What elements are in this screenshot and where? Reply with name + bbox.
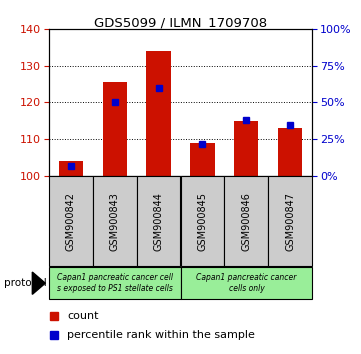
Bar [190,143,214,176]
Text: Capan1 pancreatic cancer
cells only: Capan1 pancreatic cancer cells only [196,274,297,293]
Text: GSM900843: GSM900843 [110,192,119,251]
Bar [268,176,312,266]
Text: GSM900845: GSM900845 [197,192,208,251]
Polygon shape [32,272,45,295]
Text: GSM900846: GSM900846 [242,192,251,251]
Bar [93,176,136,266]
Text: GSM900842: GSM900842 [66,192,76,251]
Text: percentile rank within the sample: percentile rank within the sample [67,330,255,340]
Bar [147,51,171,176]
Bar [180,176,225,266]
Bar [49,176,93,266]
Bar [225,176,268,266]
Bar [58,161,83,176]
Bar [180,267,312,299]
Text: protocol: protocol [4,278,46,288]
Text: count: count [67,311,99,321]
Bar [234,121,258,176]
Bar [49,267,180,299]
Text: GDS5099 / ILMN_1709708: GDS5099 / ILMN_1709708 [94,16,267,29]
Text: GSM900844: GSM900844 [153,192,164,251]
Text: Capan1 pancreatic cancer cell
s exposed to PS1 stellate cells: Capan1 pancreatic cancer cell s exposed … [57,274,173,293]
Bar [278,128,303,176]
Bar [136,176,180,266]
Text: GSM900847: GSM900847 [285,192,295,251]
Bar [103,82,127,176]
